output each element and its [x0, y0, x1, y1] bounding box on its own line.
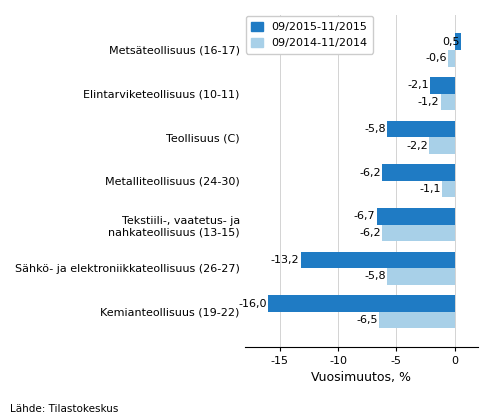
Text: -5,8: -5,8	[364, 124, 386, 134]
Text: -6,5: -6,5	[356, 315, 378, 325]
Text: -13,2: -13,2	[271, 255, 300, 265]
Bar	[301, 252, 455, 268]
Text: -6,7: -6,7	[354, 211, 375, 221]
Text: 0,5: 0,5	[442, 37, 459, 47]
Bar	[387, 268, 455, 285]
Text: -2,2: -2,2	[406, 141, 428, 151]
Text: -0,6: -0,6	[425, 53, 447, 63]
Bar	[377, 208, 455, 225]
Text: -6,2: -6,2	[359, 228, 381, 238]
Bar	[383, 164, 455, 181]
Bar	[448, 50, 455, 67]
Bar	[379, 312, 455, 329]
Text: Lähde: Tilastokeskus: Lähde: Tilastokeskus	[10, 404, 118, 414]
Bar	[441, 94, 455, 110]
Bar	[268, 295, 455, 312]
Legend: 09/2015-11/2015, 09/2014-11/2014: 09/2015-11/2015, 09/2014-11/2014	[246, 16, 373, 54]
Text: -6,2: -6,2	[359, 168, 381, 178]
X-axis label: Vuosimuutos, %: Vuosimuutos, %	[312, 371, 411, 384]
Text: -16,0: -16,0	[239, 299, 267, 309]
Bar	[430, 77, 455, 94]
Bar	[442, 181, 455, 198]
Bar	[387, 121, 455, 137]
Text: -1,1: -1,1	[419, 184, 441, 194]
Text: -5,8: -5,8	[364, 272, 386, 282]
Bar	[383, 225, 455, 241]
Bar	[455, 33, 460, 50]
Text: -1,2: -1,2	[418, 97, 440, 107]
Bar	[429, 137, 455, 154]
Text: -2,1: -2,1	[407, 80, 429, 90]
